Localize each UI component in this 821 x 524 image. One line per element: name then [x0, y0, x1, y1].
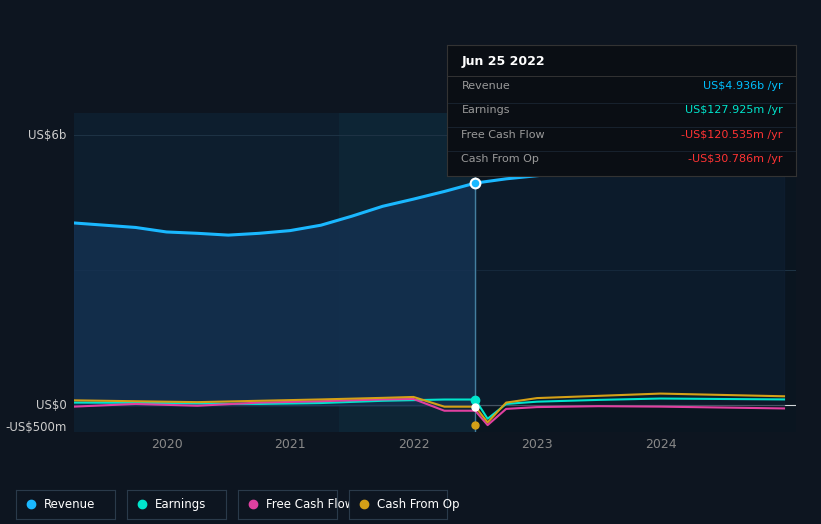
- Bar: [475, 113, 796, 432]
- Text: Revenue: Revenue: [461, 81, 510, 91]
- Text: Jun 25 2022: Jun 25 2022: [461, 55, 545, 68]
- Bar: [339, 113, 475, 432]
- Text: US$0: US$0: [36, 399, 67, 412]
- Text: -US$120.535m /yr: -US$120.535m /yr: [681, 129, 782, 140]
- Text: Cash From Op: Cash From Op: [377, 498, 459, 511]
- Text: Cash From Op: Cash From Op: [461, 154, 539, 164]
- Text: Analysts Forecasts: Analysts Forecasts: [480, 160, 590, 173]
- Text: Free Cash Flow: Free Cash Flow: [266, 498, 354, 511]
- Text: US$127.925m /yr: US$127.925m /yr: [685, 105, 782, 115]
- Text: -US$500m: -US$500m: [5, 421, 67, 434]
- Text: Earnings: Earnings: [155, 498, 206, 511]
- Bar: [74, 113, 475, 432]
- Text: Past: Past: [446, 160, 470, 173]
- Text: Revenue: Revenue: [44, 498, 95, 511]
- Text: Free Cash Flow: Free Cash Flow: [461, 129, 545, 140]
- Text: US$4.936b /yr: US$4.936b /yr: [703, 81, 782, 91]
- Text: US$6b: US$6b: [28, 129, 67, 141]
- Text: Earnings: Earnings: [461, 105, 510, 115]
- Text: -US$30.786m /yr: -US$30.786m /yr: [688, 154, 782, 164]
